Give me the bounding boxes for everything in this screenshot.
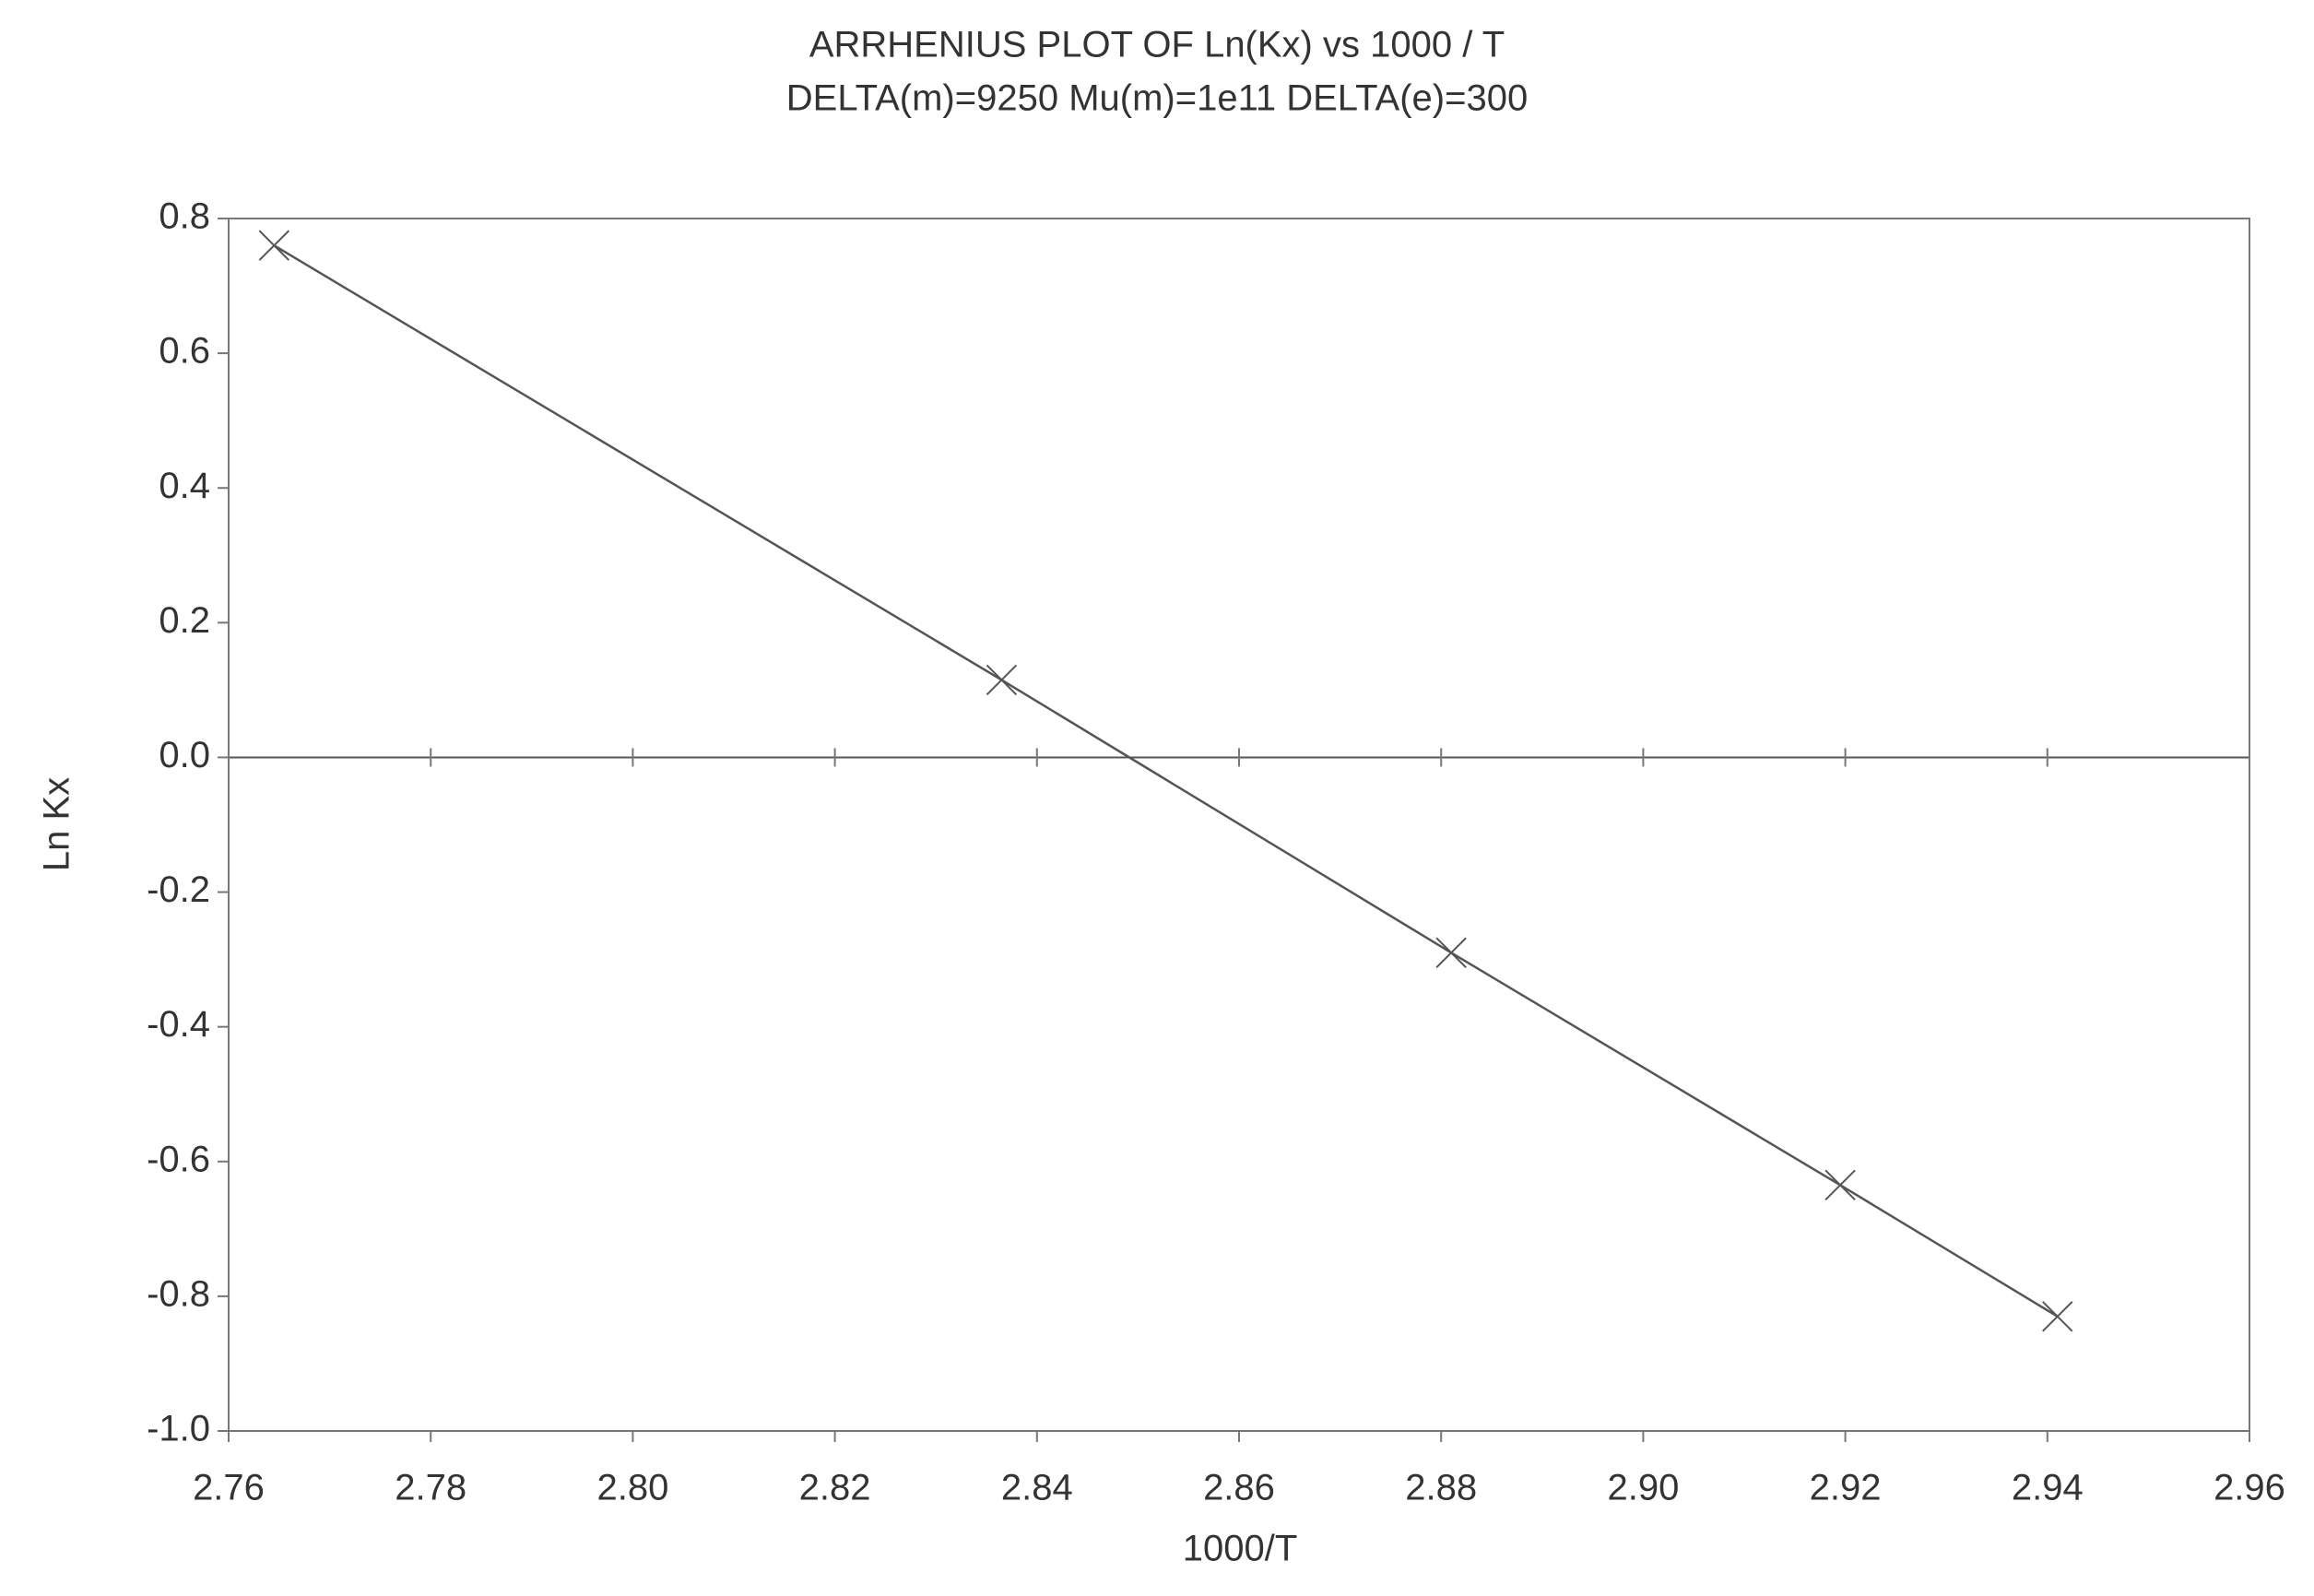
x-tick-label: 2.84	[1001, 1468, 1073, 1508]
x-tick-label: 2.96	[2214, 1468, 2285, 1508]
y-axis-label: Ln Kx	[37, 777, 77, 871]
x-tick-label: 2.88	[1405, 1468, 1477, 1508]
series-line	[273, 244, 2059, 1318]
x-tick-label: 2.86	[1203, 1468, 1275, 1508]
chart-title: ARRHENIUS PLOT OF Ln(Kx) vs 1000 / T	[809, 25, 1505, 65]
y-tick-label: -1.0	[147, 1409, 210, 1449]
x-tick-label: 2.94	[2012, 1468, 2084, 1508]
y-tick-label: -0.4	[147, 1004, 210, 1045]
y-tick-label: -0.8	[147, 1273, 210, 1314]
x-tick-label: 2.76	[193, 1468, 265, 1508]
x-axis-label: 1000/T	[1183, 1529, 1298, 1569]
y-tick-label: -0.2	[147, 869, 210, 910]
y-tick-label: 0.4	[159, 466, 210, 506]
point-marker	[1435, 937, 1467, 969]
y-tick-label: -0.6	[147, 1139, 210, 1179]
x-tick-label: 2.80	[596, 1468, 668, 1508]
y-tick-label: 0.8	[159, 196, 210, 237]
point-marker	[1824, 1169, 1856, 1201]
y-tick-label: 0.2	[159, 600, 210, 641]
point-marker	[258, 230, 290, 261]
x-tick-label: 2.90	[1607, 1468, 1679, 1508]
x-tick-label: 2.92	[1810, 1468, 1882, 1508]
y-tick-label: 0.6	[159, 331, 210, 372]
x-tick-label: 2.82	[799, 1468, 871, 1508]
point-marker	[986, 664, 1018, 696]
chart-subtitle: DELTA(m)=9250 Mu(m)=1e11 DELTA(e)=300	[786, 78, 1528, 119]
x-tick-label: 2.78	[395, 1468, 466, 1508]
point-marker	[2042, 1301, 2073, 1332]
y-tick-label: 0.0	[159, 735, 210, 775]
